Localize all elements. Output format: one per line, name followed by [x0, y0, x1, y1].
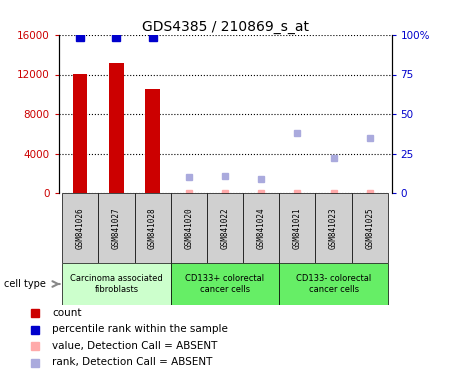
Text: GSM841023: GSM841023 — [329, 207, 338, 249]
Text: GSM841020: GSM841020 — [184, 207, 194, 249]
Bar — [171, 193, 207, 263]
Bar — [279, 193, 315, 263]
Bar — [62, 193, 98, 263]
Text: GSM841028: GSM841028 — [148, 207, 157, 249]
Text: GSM841021: GSM841021 — [293, 207, 302, 249]
Bar — [243, 193, 279, 263]
Title: GDS4385 / 210869_s_at: GDS4385 / 210869_s_at — [141, 20, 309, 34]
Text: GSM841025: GSM841025 — [365, 207, 374, 249]
Bar — [73, 73, 87, 193]
Bar — [62, 263, 171, 305]
Text: cell type: cell type — [4, 279, 46, 289]
Text: count: count — [52, 308, 82, 318]
Bar — [279, 263, 388, 305]
Text: CD133- colorectal
cancer cells: CD133- colorectal cancer cells — [296, 274, 371, 294]
Bar — [109, 63, 124, 193]
Text: GSM841026: GSM841026 — [76, 207, 85, 249]
Bar — [207, 193, 243, 263]
Bar — [135, 193, 171, 263]
Bar — [171, 263, 279, 305]
Text: GSM841024: GSM841024 — [256, 207, 266, 249]
Bar — [145, 89, 160, 193]
Bar — [315, 193, 352, 263]
Bar — [98, 193, 135, 263]
Text: value, Detection Call = ABSENT: value, Detection Call = ABSENT — [52, 341, 218, 351]
Text: CD133+ colorectal
cancer cells: CD133+ colorectal cancer cells — [185, 274, 265, 294]
Text: GSM841027: GSM841027 — [112, 207, 121, 249]
Bar — [352, 193, 388, 263]
Text: percentile rank within the sample: percentile rank within the sample — [52, 324, 228, 334]
Text: rank, Detection Call = ABSENT: rank, Detection Call = ABSENT — [52, 358, 212, 367]
Text: Carcinoma associated
fibroblasts: Carcinoma associated fibroblasts — [70, 274, 163, 294]
Text: GSM841022: GSM841022 — [220, 207, 230, 249]
